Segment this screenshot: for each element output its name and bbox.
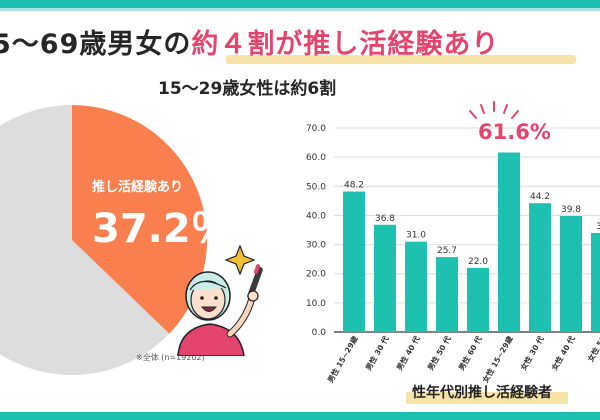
callout-burst [469, 101, 519, 119]
bar [374, 224, 396, 332]
bar-value-label: 34 [596, 222, 600, 232]
fan-illustration [177, 244, 263, 356]
bar-value-label: 36.8 [375, 214, 395, 224]
bar [529, 203, 551, 332]
bar [436, 257, 458, 332]
y-tick-label: 30.0 [306, 241, 326, 251]
bar-value-label: 25.7 [437, 246, 457, 256]
title-main: 5～69歳男女の [0, 29, 192, 60]
y-tick-label: 50.0 [306, 182, 326, 192]
title-highlight: 約４割が推し活経験あり [191, 29, 500, 60]
bar [560, 216, 582, 332]
bar-value-label: 22.0 [468, 257, 488, 267]
bar-value-label: 48.2 [344, 181, 364, 191]
x-tick-label: 女性 40 代 [549, 334, 577, 372]
pie-slice-value: 37.2％ [92, 206, 231, 252]
x-tick-label: 男性 30 代 [363, 334, 391, 372]
y-axis-ticks: 0.0 10.0 20.0 30.0 40.0 50.0 60.0 70.0 [306, 124, 326, 338]
x-tick-label: 男性 40 代 [394, 334, 422, 372]
y-tick-label: 0.0 [312, 328, 327, 338]
x-tick-label: 女性 50 [585, 334, 600, 363]
x-axis-labels: 男性 15~29歳 男性 30 代男性 40 代男性 50 代男性 60 代女性 … [325, 334, 600, 385]
chart-caption: 性年代別推し活経験者 [412, 385, 552, 401]
highlight-callout: 61.6% [478, 120, 551, 144]
caption-highlight-marker [406, 392, 568, 404]
bar [498, 152, 520, 332]
sparkle-icon [224, 244, 256, 276]
bar-value-label: 44.2 [530, 192, 550, 202]
x-tick-label: 男性 50 代 [425, 334, 453, 372]
pie-slice-label: 推し活経験あり [92, 180, 184, 195]
bar-value-label: 39.8 [561, 205, 581, 215]
x-tick-label: 男性 15~29歳 [325, 334, 360, 385]
bar [343, 191, 365, 332]
x-tick-label: 女性 30 代 [518, 334, 546, 372]
subtitle: 15～29歳女性は約6割 [158, 79, 337, 99]
y-tick-label: 40.0 [306, 211, 326, 221]
x-tick-label: 男性 60 代 [456, 334, 484, 372]
title-highlight-marker [226, 55, 576, 64]
bar [467, 267, 489, 332]
top-border [0, 0, 600, 11]
y-tick-label: 20.0 [306, 270, 326, 280]
bar [591, 232, 600, 332]
bar-value-label: 31.0 [406, 231, 426, 241]
bottom-border [0, 412, 600, 420]
y-tick-label: 70.0 [306, 124, 326, 134]
sample-size-note: ※全体 (n=19202) [136, 353, 205, 362]
y-tick-label: 60.0 [306, 153, 326, 163]
x-tick-label: 女性 15~29歳 [480, 334, 515, 385]
bar [405, 241, 427, 332]
value-labels: 48.2 36.8 31.0 25.7 22.0 44.2 39.8 34 [344, 181, 600, 267]
page-title: 5～69歳男女の約４割が推し活経験あり [0, 22, 499, 61]
fan-person-icon [177, 271, 259, 356]
bars [343, 152, 600, 332]
y-tick-label: 10.0 [306, 299, 326, 309]
